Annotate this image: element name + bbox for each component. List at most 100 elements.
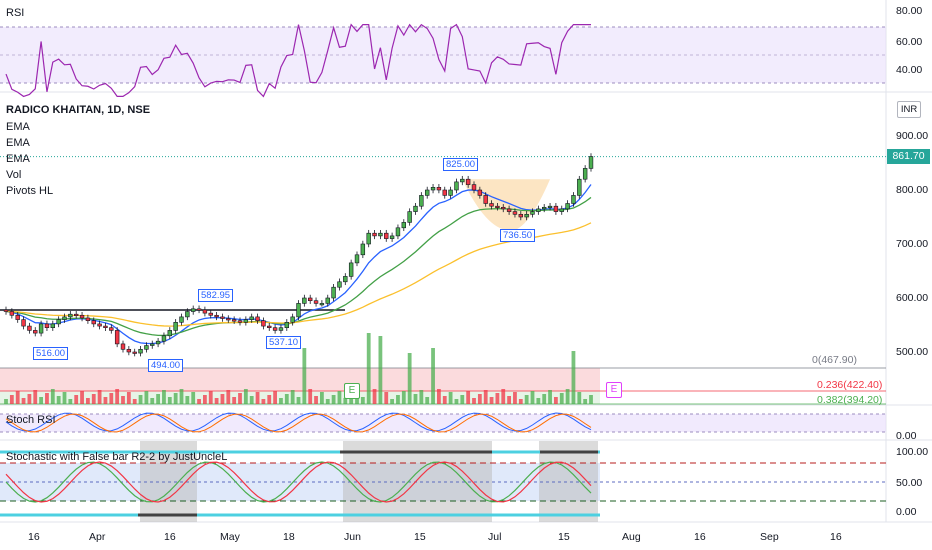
volume-bar xyxy=(284,394,289,404)
stoch-rsi-label[interactable]: Stoch RSI xyxy=(6,414,56,426)
volume-bar xyxy=(384,392,389,404)
candle-body xyxy=(454,181,459,191)
volume-bar xyxy=(337,391,342,404)
ema-slow-line xyxy=(5,222,592,327)
candle-body xyxy=(518,214,524,218)
volume-bar xyxy=(407,353,412,404)
pivot-label-low[interactable]: 537.10 xyxy=(266,336,302,349)
volume-bar xyxy=(185,396,190,404)
volume-bar xyxy=(472,398,476,404)
candle-body xyxy=(220,316,225,319)
volume-bar xyxy=(477,394,482,404)
volume-bar xyxy=(437,389,441,404)
volume-bar xyxy=(191,392,196,404)
volume-bar xyxy=(554,397,558,404)
volume-bar xyxy=(39,397,43,404)
legend-vol[interactable]: Vol xyxy=(6,169,22,181)
volume-bar xyxy=(431,348,435,404)
price-tick-500: 500.00 xyxy=(896,346,929,358)
price-tick-900: 900.00 xyxy=(896,130,929,142)
pivot-label-low[interactable]: 494.00 xyxy=(148,359,184,372)
candle-body xyxy=(68,313,73,318)
volume-bar xyxy=(156,394,160,404)
symbol-title[interactable]: RADICO KHAITAN, 1D, NSE xyxy=(6,104,151,116)
x-axis-label: 16 xyxy=(164,531,176,543)
candle-body xyxy=(460,178,465,183)
candle-body xyxy=(307,297,313,302)
candle-body xyxy=(255,316,260,321)
candle-body xyxy=(530,211,535,215)
candle-body xyxy=(103,325,108,328)
fib-level-0236: 0.236(422.40) xyxy=(817,379,883,391)
volume-bar xyxy=(530,391,535,404)
candle-body xyxy=(465,178,471,185)
volume-bar xyxy=(97,390,102,404)
pivot-label-high[interactable]: 825.00 xyxy=(443,158,479,171)
candle-body xyxy=(360,243,366,256)
volume-bar xyxy=(565,389,570,404)
candle-body xyxy=(15,314,20,320)
volume-bar xyxy=(273,391,277,404)
candle-body xyxy=(191,308,196,312)
volume-bar xyxy=(9,395,14,404)
candle-body xyxy=(196,308,202,311)
volume-bar xyxy=(197,399,201,404)
candle-body xyxy=(489,203,494,207)
volume-bar xyxy=(390,399,394,404)
stochastic-k-line xyxy=(5,461,592,503)
candle-body xyxy=(524,214,529,218)
pivot-label-high[interactable]: 582.95 xyxy=(198,289,234,302)
candle-body xyxy=(50,323,56,329)
x-axis-label: Sep xyxy=(760,531,779,543)
candle-body xyxy=(120,343,126,350)
candle-body xyxy=(384,232,389,239)
stoch-rsi-tick-0: 0.00 xyxy=(896,430,917,442)
price-tick-700: 700.00 xyxy=(896,238,929,250)
pivot-label-low[interactable]: 516.00 xyxy=(33,347,69,360)
earnings-marker[interactable]: E xyxy=(344,383,360,399)
stochastic-label[interactable]: Stochastic with False bar R2-2 by JustUn… xyxy=(6,451,228,463)
legend-ema-3[interactable]: EMA xyxy=(6,153,30,165)
legend-ema-1[interactable]: EMA xyxy=(6,121,30,133)
candle-body xyxy=(208,312,213,316)
stoch-rsi-k-line xyxy=(5,412,592,432)
volume-bar xyxy=(74,395,79,404)
candle-body xyxy=(226,318,231,321)
currency-button[interactable]: INR xyxy=(897,101,921,118)
volume-bar xyxy=(109,393,114,404)
x-axis-label: May xyxy=(220,531,240,543)
candle-body xyxy=(547,205,553,208)
x-axis-label: 18 xyxy=(283,531,295,543)
volume-bar xyxy=(27,394,32,404)
volume-bar xyxy=(56,396,61,404)
volume-bar xyxy=(126,392,131,404)
earnings-marker[interactable]: E xyxy=(606,382,622,398)
candle-body xyxy=(272,327,278,331)
candle-body xyxy=(331,286,336,299)
candle-body xyxy=(395,227,401,237)
candle-body xyxy=(501,206,506,210)
candle-body xyxy=(325,297,330,304)
volume-bar xyxy=(401,391,406,404)
volume-bar xyxy=(103,397,108,404)
pivot-label-low[interactable]: 736.50 xyxy=(500,229,536,242)
x-axis-label: Apr xyxy=(89,531,106,543)
volume-bar xyxy=(203,395,207,404)
volume-bar xyxy=(372,389,377,404)
candle-body xyxy=(536,208,541,212)
x-axis-label: Jul xyxy=(488,531,502,543)
legend-pivots[interactable]: Pivots HL xyxy=(6,185,54,197)
candle-body xyxy=(343,276,348,283)
volume-bar xyxy=(86,398,90,404)
legend-ema-2[interactable]: EMA xyxy=(6,137,30,149)
volume-bar xyxy=(442,396,447,404)
volume-bar xyxy=(232,397,237,404)
candle-body xyxy=(337,281,342,288)
volume-bar xyxy=(138,395,143,404)
candle-body xyxy=(91,320,96,325)
candle-body xyxy=(553,205,559,212)
candle-body xyxy=(27,325,32,331)
candle-body xyxy=(185,311,190,318)
stoch-rsi-band xyxy=(0,414,886,432)
